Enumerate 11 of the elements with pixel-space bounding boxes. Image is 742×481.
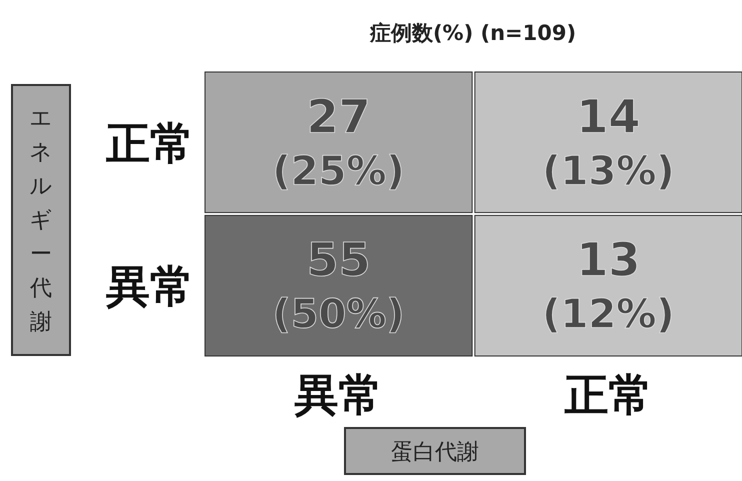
data-label: 13: [576, 232, 640, 287]
annotation: (12%): [542, 292, 675, 338]
data-label: 55: [306, 232, 371, 287]
annotation: (50%): [272, 292, 405, 338]
annotation: (25%): [272, 148, 405, 194]
data-label: 14: [576, 89, 640, 144]
annotation: (13%): [542, 148, 675, 194]
chart-title: 症例数(%) (n=109): [368, 21, 576, 45]
data-label: 27: [306, 89, 371, 144]
y-axis-title: エネルギー代謝: [29, 106, 52, 335]
x-axis-title: 蛋白代謝: [391, 440, 479, 465]
